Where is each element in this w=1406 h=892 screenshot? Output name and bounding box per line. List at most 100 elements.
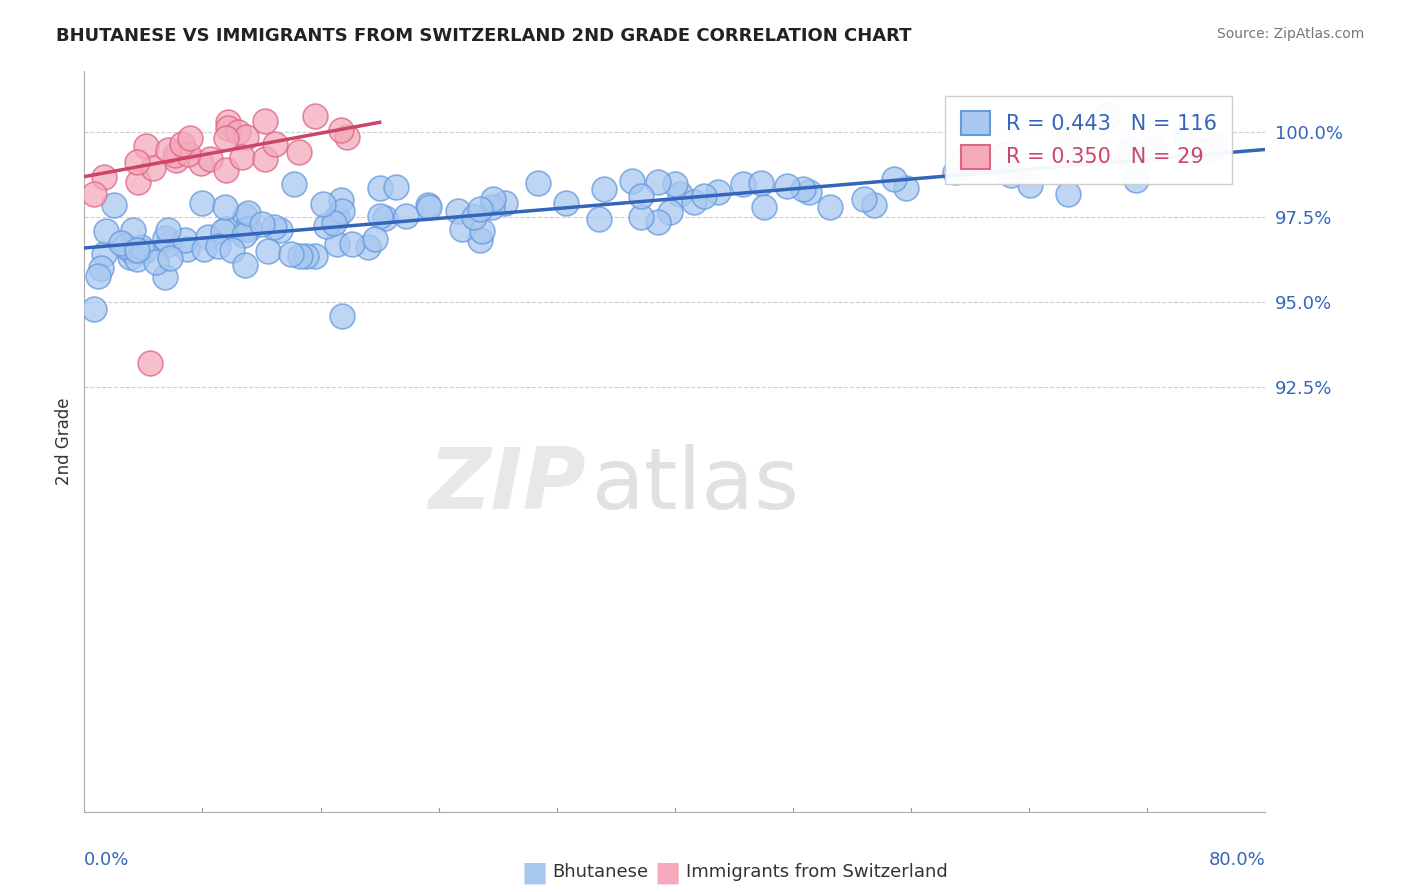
Point <box>555 196 578 211</box>
Point <box>129 240 152 254</box>
Point <box>494 196 516 211</box>
Text: Bhutanese: Bhutanese <box>553 863 648 881</box>
Point <box>315 219 337 234</box>
Point <box>190 155 212 169</box>
Point <box>1204 140 1226 154</box>
Point <box>280 246 302 260</box>
Point <box>385 179 408 194</box>
Point <box>986 156 1008 170</box>
Point <box>135 138 157 153</box>
Point <box>792 182 814 196</box>
Point <box>471 224 494 238</box>
Point <box>83 187 105 202</box>
Point <box>593 182 616 196</box>
Point <box>250 217 273 231</box>
Point <box>326 236 349 251</box>
Point <box>862 198 884 212</box>
Text: Source: ZipAtlas.com: Source: ZipAtlas.com <box>1216 27 1364 41</box>
Text: 0.0%: 0.0% <box>84 851 129 869</box>
Point <box>647 215 669 229</box>
Point <box>83 302 105 317</box>
Point <box>647 175 669 189</box>
Point <box>263 220 285 235</box>
Text: ■: ■ <box>655 858 681 887</box>
Point <box>733 177 755 191</box>
Point <box>1000 168 1022 182</box>
Point <box>94 224 117 238</box>
Point <box>235 130 257 145</box>
Point <box>176 243 198 257</box>
Point <box>463 210 485 224</box>
Point <box>93 169 115 184</box>
Point <box>330 194 353 208</box>
Point <box>527 176 550 190</box>
Text: 80.0%: 80.0% <box>1209 851 1265 869</box>
Point <box>852 193 875 207</box>
Point <box>233 210 256 224</box>
Legend: R = 0.443   N = 116, R = 0.350   N = 29: R = 0.443 N = 116, R = 0.350 N = 29 <box>945 95 1232 184</box>
Point <box>481 201 503 215</box>
Point <box>669 186 692 201</box>
Point <box>90 261 112 276</box>
Point <box>177 146 200 161</box>
Point <box>231 150 253 164</box>
Point <box>706 185 728 199</box>
Point <box>217 121 239 136</box>
Point <box>447 204 470 219</box>
Point <box>1095 108 1118 122</box>
Point <box>93 246 115 260</box>
Point <box>364 232 387 246</box>
Point <box>330 204 353 219</box>
Point <box>1175 129 1198 144</box>
Point <box>468 233 491 247</box>
Text: atlas: atlas <box>592 444 800 527</box>
Point <box>658 205 681 219</box>
Point <box>103 197 125 211</box>
Point <box>254 114 277 128</box>
Point <box>170 136 193 151</box>
Point <box>236 206 259 220</box>
Point <box>754 200 776 214</box>
Point <box>588 212 610 227</box>
Point <box>173 233 195 247</box>
Point <box>883 172 905 186</box>
Point <box>214 200 236 214</box>
Point <box>943 165 966 179</box>
Point <box>190 196 212 211</box>
Point <box>368 181 391 195</box>
Point <box>896 180 918 194</box>
Point <box>253 153 276 167</box>
Point <box>263 137 285 152</box>
Point <box>630 210 652 224</box>
Point <box>157 223 180 237</box>
Point <box>139 356 162 370</box>
Point <box>1194 144 1216 158</box>
Point <box>87 268 110 283</box>
Point <box>232 228 254 243</box>
Point <box>221 244 243 258</box>
Point <box>630 189 652 203</box>
Point <box>283 178 305 192</box>
Point <box>145 254 167 268</box>
Point <box>142 161 165 175</box>
Point <box>215 221 238 235</box>
Point <box>238 222 260 236</box>
Point <box>233 258 256 272</box>
Point <box>683 194 706 209</box>
Point <box>165 153 187 167</box>
Point <box>114 239 136 253</box>
Point <box>1116 146 1139 161</box>
Point <box>159 251 181 265</box>
Point <box>1057 187 1080 202</box>
Point <box>335 130 357 145</box>
Point <box>451 222 474 236</box>
Point <box>776 179 799 194</box>
Point <box>122 223 145 237</box>
Point <box>118 244 141 258</box>
Point <box>418 200 440 214</box>
Point <box>110 235 132 250</box>
Text: ZIP: ZIP <box>429 444 586 527</box>
Point <box>304 249 326 263</box>
Point <box>157 143 180 157</box>
Point <box>620 174 643 188</box>
